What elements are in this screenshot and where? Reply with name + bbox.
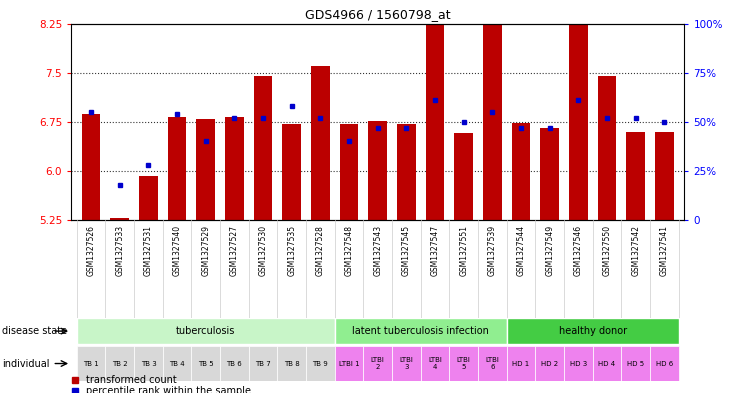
- Bar: [650, 346, 678, 381]
- Text: LTBI
4: LTBI 4: [428, 357, 442, 370]
- Bar: [111, 218, 129, 220]
- Text: TB 6: TB 6: [227, 360, 242, 367]
- Bar: [592, 346, 622, 381]
- Bar: [254, 76, 272, 220]
- Text: TB 2: TB 2: [112, 360, 128, 367]
- Text: GSM1327529: GSM1327529: [201, 225, 210, 276]
- Text: HD 6: HD 6: [656, 360, 673, 367]
- Text: GSM1327542: GSM1327542: [631, 225, 640, 276]
- Bar: [82, 114, 100, 220]
- Text: GSM1327539: GSM1327539: [488, 225, 497, 276]
- Text: GSM1327550: GSM1327550: [603, 225, 612, 276]
- Bar: [163, 346, 191, 381]
- Bar: [283, 124, 301, 220]
- Bar: [335, 318, 506, 344]
- Bar: [426, 17, 444, 220]
- Bar: [655, 132, 674, 220]
- Text: GSM1327544: GSM1327544: [517, 225, 526, 276]
- Title: GDS4966 / 1560798_at: GDS4966 / 1560798_at: [305, 8, 450, 21]
- Text: GSM1327535: GSM1327535: [287, 225, 296, 276]
- Bar: [569, 0, 588, 220]
- Bar: [483, 0, 502, 220]
- Text: HD 4: HD 4: [598, 360, 616, 367]
- Text: TB 7: TB 7: [255, 360, 271, 367]
- Text: percentile rank within the sample: percentile rank within the sample: [86, 386, 251, 393]
- Bar: [512, 123, 530, 220]
- Text: GSM1327530: GSM1327530: [259, 225, 268, 276]
- Text: GSM1327546: GSM1327546: [574, 225, 583, 276]
- Bar: [311, 66, 330, 220]
- Bar: [197, 119, 215, 220]
- Bar: [191, 346, 220, 381]
- Bar: [77, 318, 335, 344]
- Text: GSM1327528: GSM1327528: [316, 225, 325, 276]
- Text: tuberculosis: tuberculosis: [176, 326, 236, 336]
- Bar: [249, 346, 278, 381]
- Bar: [540, 129, 559, 220]
- Text: healthy donor: healthy donor: [559, 326, 627, 336]
- Bar: [564, 346, 592, 381]
- Text: GSM1327541: GSM1327541: [660, 225, 669, 276]
- Text: GSM1327548: GSM1327548: [345, 225, 354, 276]
- Bar: [506, 346, 536, 381]
- Bar: [392, 346, 420, 381]
- Bar: [397, 124, 416, 220]
- Text: HD 2: HD 2: [541, 360, 558, 367]
- Text: GSM1327533: GSM1327533: [115, 225, 124, 276]
- Bar: [77, 346, 105, 381]
- Text: HD 5: HD 5: [627, 360, 644, 367]
- Bar: [105, 346, 134, 381]
- Bar: [506, 318, 678, 344]
- Bar: [450, 346, 478, 381]
- Text: TB 8: TB 8: [284, 360, 300, 367]
- Bar: [278, 346, 306, 381]
- Text: individual: individual: [2, 358, 50, 369]
- Bar: [626, 132, 645, 220]
- Text: GSM1327551: GSM1327551: [459, 225, 468, 276]
- Bar: [478, 346, 506, 381]
- Text: HD 1: HD 1: [512, 360, 530, 367]
- Bar: [225, 117, 244, 220]
- Text: TB 4: TB 4: [169, 360, 185, 367]
- Text: GSM1327549: GSM1327549: [545, 225, 554, 276]
- Text: transformed count: transformed count: [86, 375, 177, 386]
- Bar: [420, 346, 450, 381]
- Bar: [598, 76, 616, 220]
- Text: TB 1: TB 1: [83, 360, 99, 367]
- Text: GSM1327527: GSM1327527: [230, 225, 239, 276]
- Text: GSM1327526: GSM1327526: [87, 225, 96, 276]
- Bar: [455, 133, 473, 220]
- Text: disease state: disease state: [2, 326, 67, 336]
- Text: GSM1327547: GSM1327547: [431, 225, 440, 276]
- Text: GSM1327543: GSM1327543: [373, 225, 382, 276]
- Bar: [369, 121, 387, 220]
- Text: TB 5: TB 5: [198, 360, 214, 367]
- Bar: [536, 346, 564, 381]
- Bar: [139, 176, 158, 220]
- Bar: [622, 346, 650, 381]
- Text: LTBI
2: LTBI 2: [371, 357, 384, 370]
- Text: LTBI
5: LTBI 5: [457, 357, 470, 370]
- Text: GSM1327540: GSM1327540: [173, 225, 182, 276]
- Bar: [168, 117, 186, 220]
- Text: GSM1327545: GSM1327545: [402, 225, 411, 276]
- Bar: [340, 124, 358, 220]
- Text: HD 3: HD 3: [570, 360, 587, 367]
- Bar: [364, 346, 392, 381]
- Bar: [335, 346, 364, 381]
- Text: LTBI
6: LTBI 6: [485, 357, 500, 370]
- Bar: [134, 346, 163, 381]
- Text: GSM1327531: GSM1327531: [144, 225, 153, 276]
- Text: latent tuberculosis infection: latent tuberculosis infection: [352, 326, 489, 336]
- Text: LTBI
3: LTBI 3: [399, 357, 414, 370]
- Text: TB 9: TB 9: [313, 360, 328, 367]
- Text: LTBI 1: LTBI 1: [339, 360, 359, 367]
- Bar: [220, 346, 249, 381]
- Text: TB 3: TB 3: [141, 360, 156, 367]
- Bar: [306, 346, 335, 381]
